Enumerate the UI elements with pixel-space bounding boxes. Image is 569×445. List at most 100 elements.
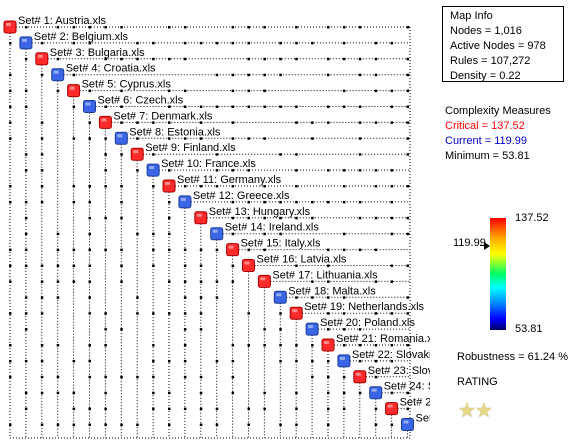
connection-dot <box>231 105 235 108</box>
node-blue <box>210 227 224 241</box>
connection-dot <box>311 375 314 379</box>
connection-dot <box>279 73 282 77</box>
connection-dot <box>183 407 187 411</box>
connection-dot <box>342 296 346 299</box>
connection-dot <box>199 312 203 315</box>
connection-dot <box>9 73 12 77</box>
connection-dot <box>168 407 171 411</box>
connection-dot <box>390 312 394 315</box>
connection-dot <box>374 280 378 283</box>
connection-dot <box>104 375 107 379</box>
connection-dot <box>183 328 187 331</box>
minimum-complexity: Minimum = 53.81 <box>445 150 530 162</box>
connection-dot <box>279 105 282 108</box>
connection-dot <box>327 375 330 379</box>
connection-dot <box>231 344 235 347</box>
rating-stars-icon: ★★ <box>458 400 493 422</box>
connection-dot <box>104 57 107 61</box>
connection-dot <box>24 312 28 315</box>
connection-dot <box>40 359 44 363</box>
connection-dot <box>24 359 28 363</box>
connection-dot <box>120 248 123 252</box>
connection-dot <box>295 153 298 156</box>
connection-dot <box>24 264 28 267</box>
connection-dot <box>120 423 123 426</box>
connection-grid <box>9 26 411 439</box>
connection-dot <box>88 137 91 140</box>
connection-dot <box>342 200 346 204</box>
connection-dot <box>199 248 203 252</box>
color-gradient-bar <box>490 218 506 330</box>
connection-dot <box>406 57 409 61</box>
connection-dot <box>183 296 187 299</box>
connection-dot <box>374 312 378 315</box>
connection-dot <box>374 121 378 124</box>
node-red <box>257 274 271 288</box>
connection-dot <box>295 57 298 61</box>
connection-dot <box>263 328 266 331</box>
connection-dot <box>183 280 187 283</box>
node-highlight <box>196 213 202 217</box>
connection-dot <box>327 121 330 124</box>
connection-dot <box>342 391 346 395</box>
connection-dot <box>231 264 235 267</box>
connection-dot <box>88 359 91 363</box>
connection-dot <box>168 280 171 283</box>
connection-dot <box>152 153 155 156</box>
node-red <box>162 179 176 193</box>
connection-dot <box>88 407 91 411</box>
connection-dot <box>104 344 107 347</box>
connection-dot <box>152 232 155 236</box>
connection-dot <box>40 312 44 315</box>
connection-dot <box>406 264 409 267</box>
connection-dot <box>136 169 139 172</box>
connection-dot <box>72 26 76 29</box>
connection-dot <box>24 57 28 61</box>
connection-dot <box>342 89 346 93</box>
connection-dot <box>263 57 266 61</box>
connection-dot <box>136 312 139 315</box>
connection-dot <box>40 280 44 283</box>
connection-dot <box>152 391 155 395</box>
connection-dot <box>40 121 44 124</box>
connection-dot <box>152 41 155 45</box>
node-blue <box>337 354 351 368</box>
connection-dot <box>247 169 250 172</box>
connection-dot <box>136 296 139 299</box>
connection-dot <box>390 264 394 267</box>
connection-dot <box>358 359 362 363</box>
connection-dot <box>342 105 346 108</box>
connection-dot <box>152 375 155 379</box>
connection-dot <box>120 200 123 204</box>
connection-dot <box>183 248 187 252</box>
connection-dot <box>406 26 409 29</box>
connection-dot <box>40 137 44 140</box>
connection-dot <box>215 153 219 156</box>
node-label: Set# 2: Belgium.xls <box>34 31 129 43</box>
connection-dot <box>199 137 203 140</box>
connection-dot <box>231 73 235 77</box>
connection-dot <box>263 232 266 236</box>
connection-dot <box>88 264 91 267</box>
connection-dot <box>231 185 235 188</box>
connection-dot <box>311 137 314 140</box>
connection-dot <box>231 26 235 29</box>
connection-dot <box>279 216 282 220</box>
connection-dot <box>390 232 394 236</box>
connection-dot <box>9 375 12 379</box>
connection-dot <box>295 407 298 411</box>
connection-dot <box>152 359 155 363</box>
connection-dot <box>247 407 250 411</box>
connection-dot <box>327 391 330 395</box>
connection-dot <box>168 359 171 363</box>
connection-dot <box>183 57 187 61</box>
connection-dot <box>56 296 60 299</box>
connection-dot <box>342 26 346 29</box>
connection-dot <box>358 200 362 204</box>
node-highlight <box>212 229 218 233</box>
connection-dot <box>72 391 76 395</box>
node-highlight <box>339 356 345 360</box>
connection-dot <box>231 232 235 236</box>
node-highlight <box>371 388 377 392</box>
connection-dot <box>183 359 187 363</box>
